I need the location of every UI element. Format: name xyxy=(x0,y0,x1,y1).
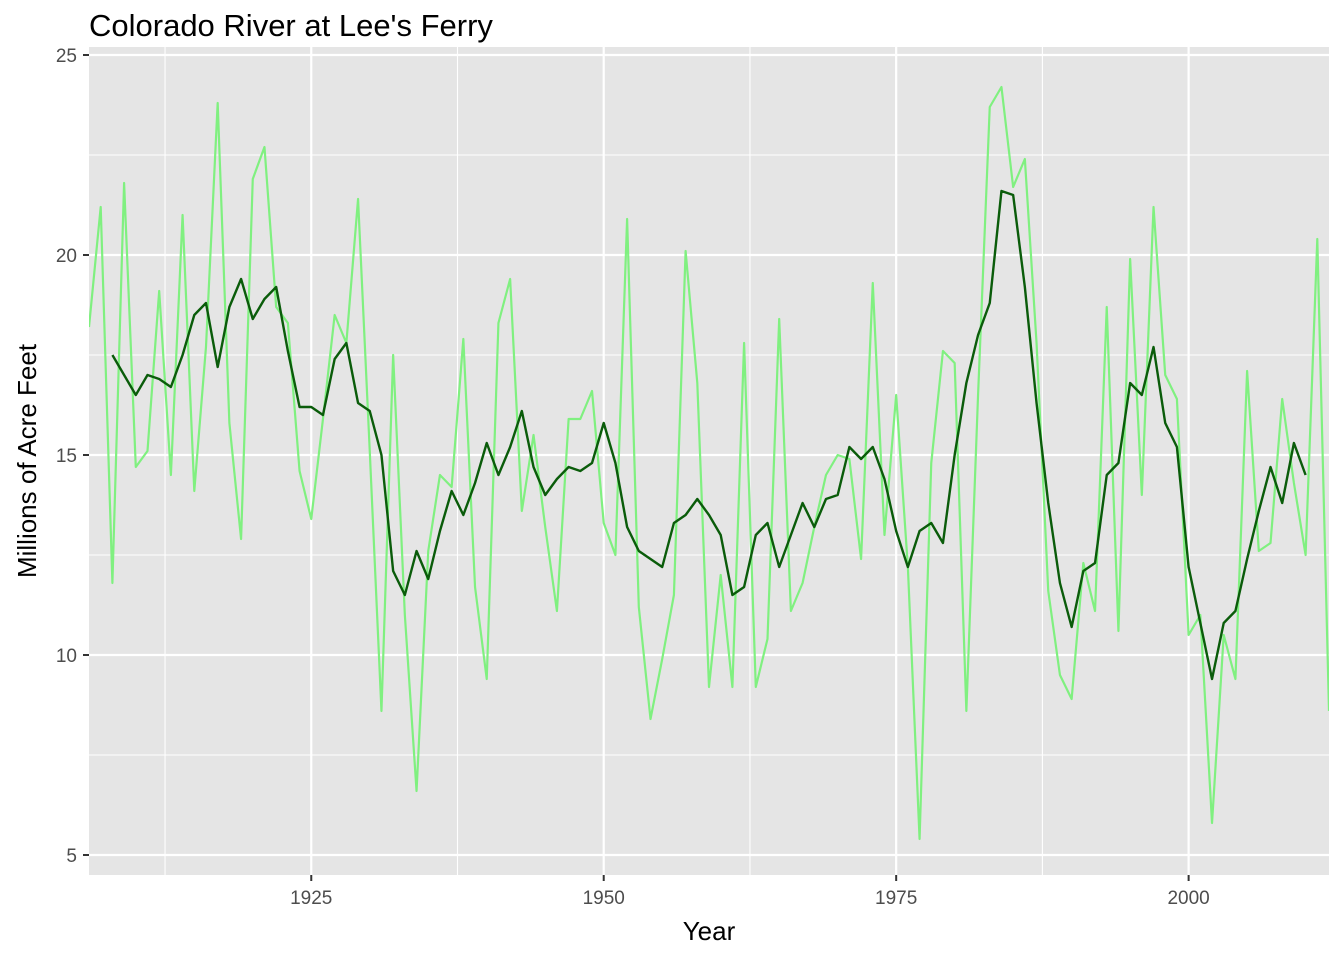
minor-gridlines xyxy=(89,47,1329,875)
x-tick-label: 1950 xyxy=(583,888,625,909)
chart-title: Colorado River at Lee's Ferry xyxy=(89,8,493,43)
series-layer xyxy=(89,85,1329,841)
plot-panel xyxy=(89,47,1329,875)
y-axis-title: Millions of Acre Feet xyxy=(12,343,42,578)
tick-labels: 5 10 15 20 25 1925 1950 1975 2000 xyxy=(56,46,1210,909)
x-tick-label: 2000 xyxy=(1167,888,1209,909)
y-tick-label: 10 xyxy=(56,646,77,667)
x-tick-label: 1975 xyxy=(875,888,917,909)
y-tick-label: 25 xyxy=(56,46,77,67)
x-tick-label: 1925 xyxy=(290,888,332,909)
axis-ticks xyxy=(83,54,1190,881)
x-axis-title: Year xyxy=(683,916,736,946)
major-gridlines xyxy=(89,47,1329,875)
y-tick-label: 20 xyxy=(56,246,77,267)
y-tick-label: 5 xyxy=(66,846,77,867)
y-tick-label: 15 xyxy=(56,446,77,467)
series-line-smoothed xyxy=(111,189,1307,681)
series-line-annual xyxy=(89,85,1329,841)
